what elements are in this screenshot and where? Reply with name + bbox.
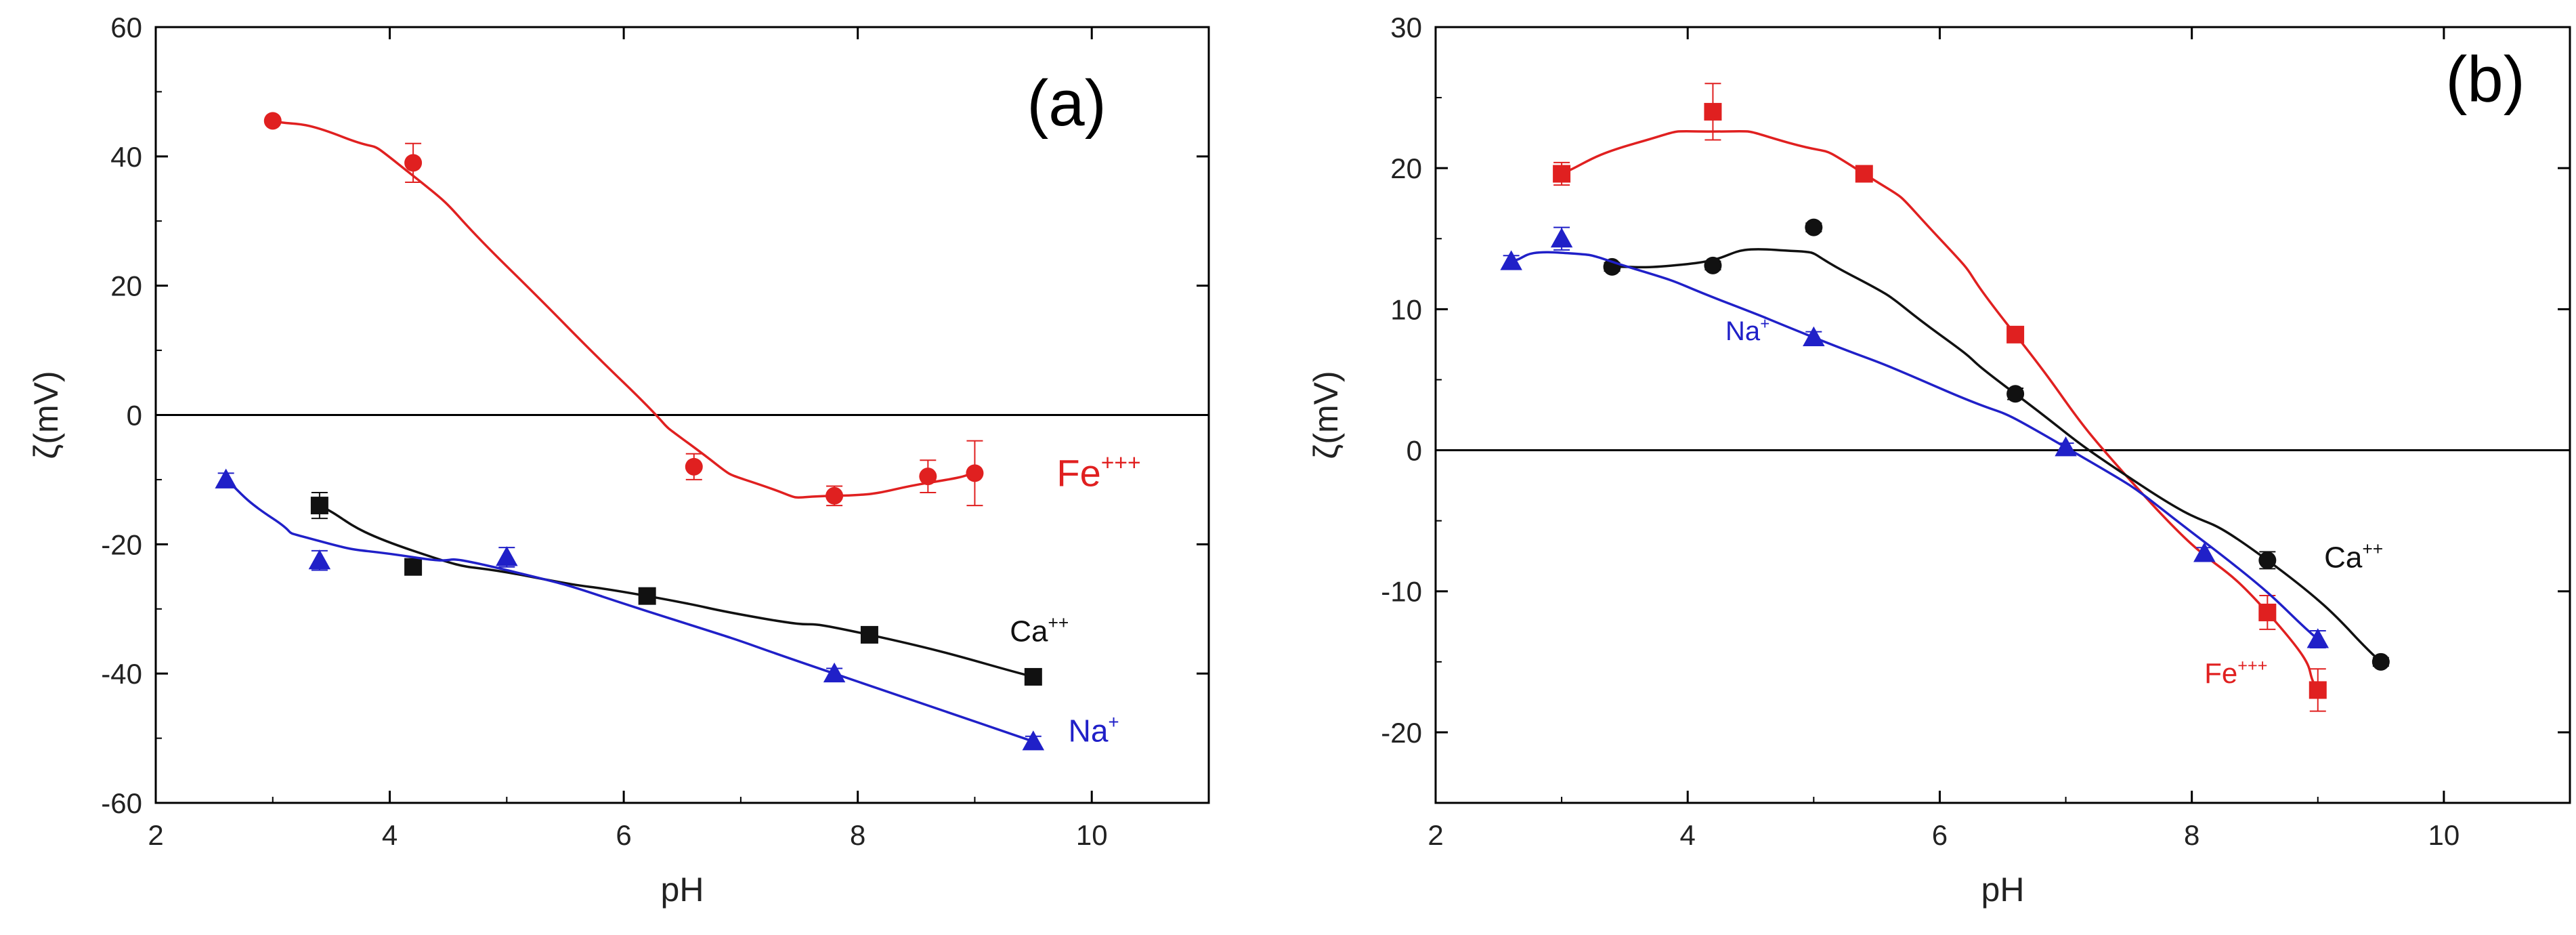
series-na: Na+ xyxy=(1500,226,2330,648)
data-point xyxy=(2055,436,2077,457)
series-label-base: Fe xyxy=(1056,451,1100,494)
y-axis-label: ζ(mV) xyxy=(1307,371,1345,459)
series-label-base: Ca xyxy=(1010,615,1048,648)
x-tick-label: 6 xyxy=(616,819,631,851)
y-axis-label: ζ(mV) xyxy=(27,371,65,459)
series-label: Na+ xyxy=(1725,314,1769,346)
series-label-sup: ++ xyxy=(1048,612,1069,633)
data-point xyxy=(2258,603,2277,621)
data-point xyxy=(308,549,331,570)
data-point xyxy=(496,546,518,566)
y-tick-label: -60 xyxy=(101,787,142,819)
y-tick-label: -10 xyxy=(1381,576,1422,608)
data-point xyxy=(1550,228,1573,248)
y-tick-label: 60 xyxy=(110,12,142,43)
y-tick-label: 20 xyxy=(110,270,142,302)
data-point xyxy=(2193,542,2216,562)
data-point xyxy=(2371,652,2390,671)
panel-label: (b) xyxy=(2445,43,2525,116)
series-label-base: Na xyxy=(1069,713,1109,748)
data-point xyxy=(404,154,423,172)
x-tick-label: 2 xyxy=(148,819,163,851)
data-point xyxy=(2306,628,2330,648)
fit-curve xyxy=(225,478,1034,743)
series-label-sup: +++ xyxy=(2237,656,2267,675)
y-tick-label: 10 xyxy=(1390,293,1422,325)
data-point xyxy=(1803,326,1825,346)
plot-frame xyxy=(1434,26,2571,804)
series-fe: Fe+++ xyxy=(263,112,1141,507)
data-point xyxy=(215,468,237,489)
data-point xyxy=(310,497,328,515)
series-ca: Ca++ xyxy=(1603,218,2390,671)
panel-b: 2 4 6 8 10-20-100102030pHζ(mV)(b)Fe+++Ca++Na… xyxy=(1307,12,2571,909)
series-label: Na+ xyxy=(1069,711,1119,748)
series-label-sup: ++ xyxy=(2362,539,2383,559)
panel-label: (a) xyxy=(1027,67,1106,140)
data-point xyxy=(1553,165,1571,183)
data-point xyxy=(2309,681,2327,699)
fit-curve xyxy=(272,119,975,499)
x-tick-label: 10 xyxy=(1076,819,1108,851)
series-label: Ca++ xyxy=(2324,539,2383,574)
fit-curve xyxy=(319,504,1034,678)
series-label-sup: + xyxy=(1108,711,1119,732)
series-label-base: Ca xyxy=(2324,541,2363,574)
series-na: Na+ xyxy=(215,468,1119,751)
fit-curve xyxy=(1612,248,2382,663)
data-point xyxy=(2258,551,2277,569)
data-point xyxy=(966,464,984,482)
y-tick-label: -20 xyxy=(1381,717,1422,749)
series-label: Fe+++ xyxy=(1056,451,1140,495)
y-tick-label: -20 xyxy=(101,528,142,560)
data-point xyxy=(2006,385,2025,403)
y-tick-label: 0 xyxy=(127,400,142,432)
fit-curve xyxy=(1561,130,2319,691)
data-point xyxy=(1805,218,1823,236)
data-point xyxy=(263,112,282,130)
series-label-sup: + xyxy=(1760,314,1769,333)
data-point xyxy=(2006,325,2025,344)
data-point xyxy=(860,625,878,644)
data-point xyxy=(1024,667,1042,686)
series-label: Fe+++ xyxy=(2204,656,2267,689)
data-point xyxy=(685,457,703,476)
series-ca: Ca++ xyxy=(310,492,1069,686)
y-tick-label: 30 xyxy=(1390,12,1422,43)
series-label-base: Na xyxy=(1725,316,1761,346)
data-point xyxy=(1500,250,1522,270)
x-tick-label: 10 xyxy=(2428,819,2460,851)
x-axis-label: pH xyxy=(661,871,704,909)
x-tick-label: 2 xyxy=(1427,819,1443,851)
data-point xyxy=(919,468,937,486)
y-tick-label: 40 xyxy=(110,141,142,173)
data-point xyxy=(404,558,423,576)
data-point xyxy=(1855,165,1873,183)
x-tick-label: 4 xyxy=(1680,819,1696,851)
x-tick-label: 6 xyxy=(1932,819,1948,851)
data-point xyxy=(823,662,846,683)
series-fe: Fe+++ xyxy=(1553,83,2327,712)
data-point xyxy=(1022,730,1045,751)
x-axis-label: pH xyxy=(1981,871,2025,909)
data-point xyxy=(1704,102,1722,121)
series-label-sup: +++ xyxy=(1101,451,1141,476)
data-point xyxy=(1704,256,1722,274)
x-tick-label: 8 xyxy=(850,819,865,851)
series-label-base: Fe xyxy=(2204,657,2237,689)
series-label: Ca++ xyxy=(1010,612,1069,648)
panel-a: 2 4 6 8 10-60-40-200204060pHζ(mV)(a)Fe+++Ca+… xyxy=(27,12,1210,909)
data-point xyxy=(825,486,844,505)
fit-curve xyxy=(1511,251,2319,640)
x-tick-label: 8 xyxy=(2184,819,2199,851)
x-tick-label: 4 xyxy=(382,819,398,851)
y-tick-label: 20 xyxy=(1390,152,1422,184)
y-tick-label: -40 xyxy=(101,658,142,690)
y-tick-label: 0 xyxy=(1407,435,1422,467)
data-point xyxy=(638,587,656,605)
